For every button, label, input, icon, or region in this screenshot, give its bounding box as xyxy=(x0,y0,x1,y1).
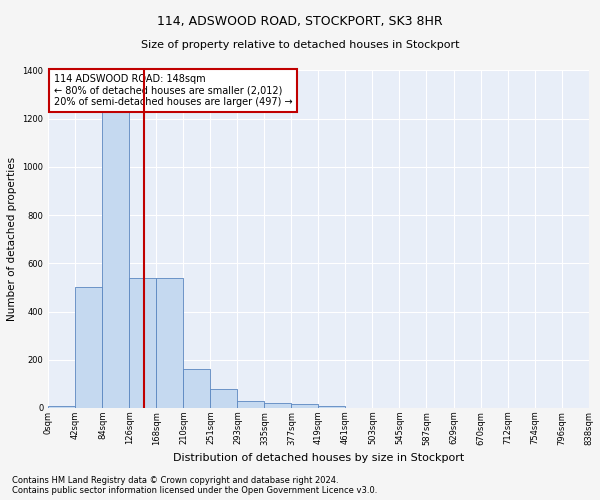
Bar xyxy=(319,406,346,408)
Bar xyxy=(103,112,130,408)
Bar xyxy=(184,370,211,408)
Bar xyxy=(157,278,184,408)
Text: Size of property relative to detached houses in Stockport: Size of property relative to detached ho… xyxy=(141,40,459,50)
Bar xyxy=(49,406,76,408)
Text: 114 ADSWOOD ROAD: 148sqm
← 80% of detached houses are smaller (2,012)
20% of sem: 114 ADSWOOD ROAD: 148sqm ← 80% of detach… xyxy=(54,74,292,107)
Text: 114, ADSWOOD ROAD, STOCKPORT, SK3 8HR: 114, ADSWOOD ROAD, STOCKPORT, SK3 8HR xyxy=(157,15,443,28)
Bar xyxy=(238,400,265,408)
Bar xyxy=(76,288,103,408)
Bar xyxy=(292,404,319,408)
Bar xyxy=(265,403,292,408)
Y-axis label: Number of detached properties: Number of detached properties xyxy=(7,157,17,322)
Text: Contains HM Land Registry data © Crown copyright and database right 2024.: Contains HM Land Registry data © Crown c… xyxy=(12,476,338,485)
X-axis label: Distribution of detached houses by size in Stockport: Distribution of detached houses by size … xyxy=(173,453,464,463)
Bar xyxy=(211,388,238,408)
Text: Contains public sector information licensed under the Open Government Licence v3: Contains public sector information licen… xyxy=(12,486,377,495)
Bar xyxy=(130,278,157,408)
